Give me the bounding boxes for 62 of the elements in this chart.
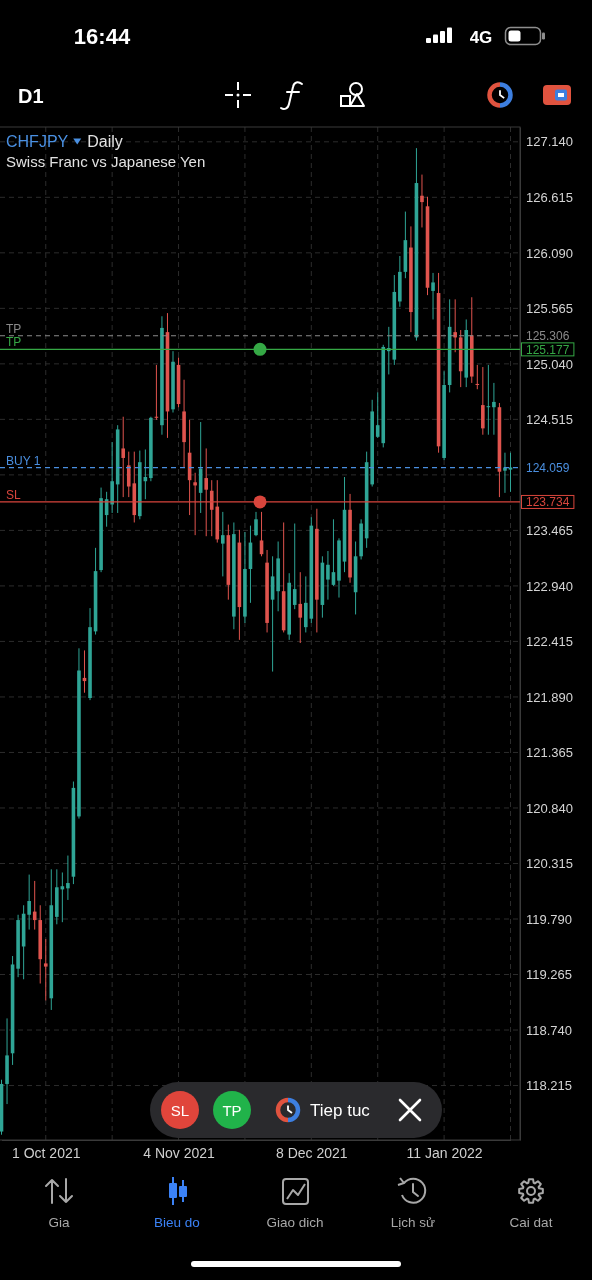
x-tick-label: 8 Dec 2021: [276, 1144, 348, 1161]
candlestick: [420, 174, 424, 228]
text: 16:44: [73, 24, 131, 49]
y-tick-label: 127.140: [526, 134, 573, 150]
candlestick: [254, 511, 258, 537]
candlestick: [492, 382, 496, 436]
y-tick-label: 118.215: [526, 1078, 573, 1094]
y-tick-label: 122.940: [526, 578, 573, 594]
annotation: Tiep tuc: [310, 1101, 371, 1120]
text: Bieu do: [154, 1215, 200, 1230]
y-tick-label: 125.565: [526, 301, 573, 317]
text: Gia: [48, 1215, 70, 1230]
y-tick-label: 123.465: [526, 523, 573, 539]
x-tick-label: 1 Oct 2021: [12, 1144, 81, 1161]
text: Lịch sử: [390, 1215, 436, 1230]
ref-line-label: SL: [6, 487, 21, 502]
candlestick: [193, 472, 197, 536]
candlestick: [481, 366, 485, 436]
text: Giao dich: [266, 1215, 324, 1230]
candlestick: [508, 452, 513, 493]
candlestick: [121, 416, 126, 498]
text: 124.059: [526, 460, 570, 475]
y-tick-label: 126.615: [526, 189, 573, 205]
candlestick: [43, 938, 48, 1001]
text: 125.177: [526, 342, 570, 357]
text: 125.306: [526, 328, 570, 343]
x-tick-label: 4 Nov 2021: [143, 1144, 216, 1161]
y-tick-label: 121.365: [526, 745, 573, 761]
text: D1: [18, 85, 44, 107]
y-tick-label: 121.890: [526, 689, 573, 705]
y-tick-label: 122.415: [526, 634, 573, 650]
candlestick: [110, 441, 114, 514]
x-tick-label: 11 Jan 2022: [406, 1144, 483, 1161]
candlestick: [298, 571, 303, 644]
y-tick-label: 120.840: [526, 800, 573, 816]
text: Cai dat: [509, 1215, 553, 1230]
candlestick: [326, 550, 330, 601]
candlestick: [204, 447, 209, 537]
text: 123.734: [526, 495, 570, 510]
y-tick-label: 119.790: [526, 911, 573, 927]
y-tick-label: 120.315: [526, 856, 573, 872]
annotation: SL: [170, 1101, 190, 1119]
candlestick: [292, 523, 297, 610]
text: Swiss Franc vs Japanese Yen: [6, 153, 206, 170]
candlestick: [221, 511, 225, 577]
candlestick: [453, 298, 457, 353]
text: 4G: [469, 28, 493, 47]
annotation: Daily: [87, 133, 123, 150]
ref-line-label: BUY 1: [6, 453, 41, 468]
y-tick-label: 119.265: [526, 967, 573, 983]
y-tick-label: 124.515: [526, 412, 573, 428]
annotation: TP: [222, 1101, 242, 1119]
y-tick-label: 126.090: [526, 245, 573, 261]
y-tick-label: 125.040: [526, 356, 573, 372]
ref-line-label: TP: [6, 321, 22, 336]
ref-line-label: TP: [6, 335, 22, 350]
y-tick-label: 118.740: [526, 1022, 573, 1038]
candlestick: [503, 452, 507, 494]
candlestick: [27, 874, 31, 931]
candlestick: [431, 272, 435, 320]
chart-title: CHFJPY: [6, 133, 69, 150]
candlestick: [66, 855, 70, 901]
